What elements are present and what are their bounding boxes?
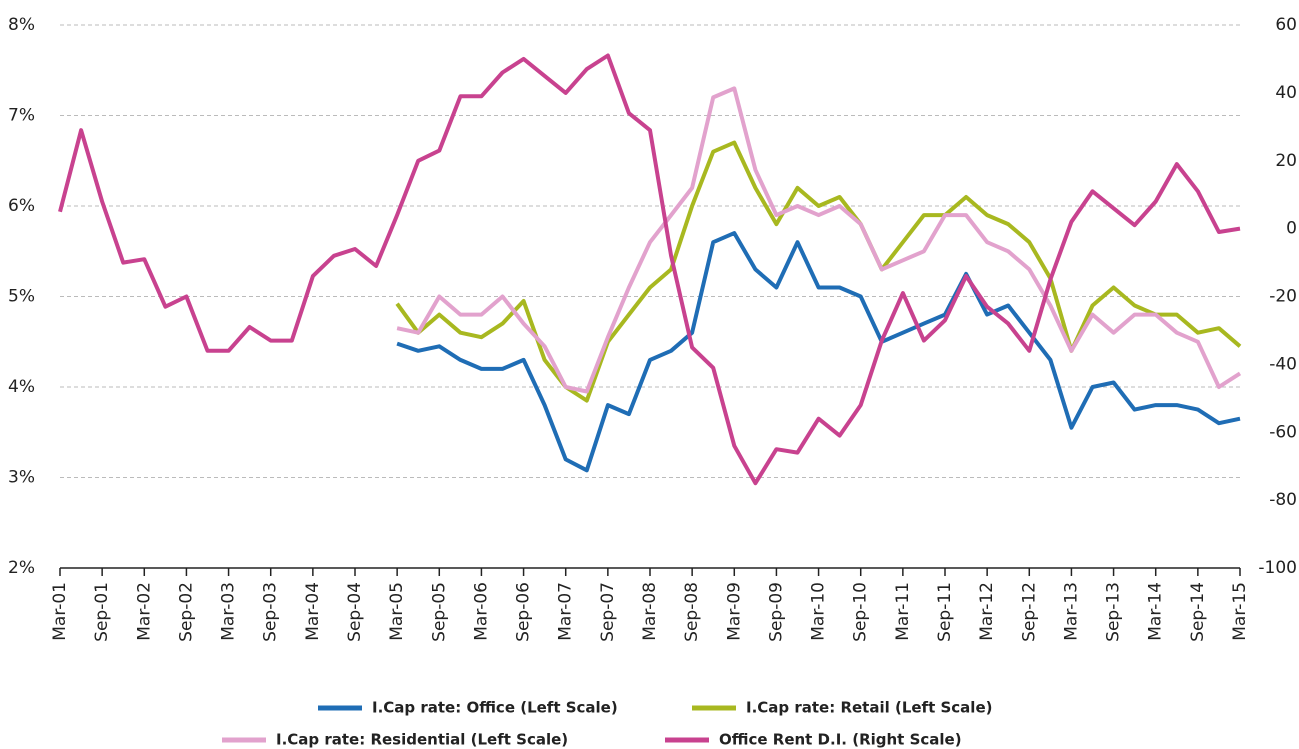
x-tick-label: Sep-13 (1104, 582, 1124, 642)
x-tick-label: Sep-06 (514, 582, 534, 642)
y2-tick-label: -40 (1269, 354, 1297, 374)
y2-tick-label: 0 (1286, 219, 1297, 239)
x-tick-label: Mar-09 (724, 582, 744, 641)
x-tick-label: Sep-07 (598, 582, 618, 642)
series-line (58, 53, 1241, 486)
y2-tick-label: -80 (1269, 490, 1297, 510)
x-tick-label: Mar-01 (50, 582, 70, 641)
x-tick-label: Mar-12 (977, 582, 997, 641)
x-tick-label: Sep-08 (682, 582, 702, 642)
x-tick-label: Mar-08 (640, 582, 660, 641)
x-tick-label: Mar-15 (1230, 582, 1250, 641)
x-tick-label: Mar-10 (809, 582, 829, 641)
x-tick-label: Sep-04 (345, 582, 365, 642)
x-tick-label: Mar-03 (219, 582, 239, 641)
y2-tick-label: 60 (1275, 15, 1297, 35)
x-tick-label: Sep-09 (766, 582, 786, 642)
legend-label: I.Cap rate: Retail (Left Scale) (746, 699, 992, 717)
y-tick-label: 8% (8, 15, 35, 35)
y2-tick-label: 20 (1275, 151, 1297, 171)
y-tick-label: 5% (8, 287, 35, 307)
y-tick-label: 3% (8, 468, 35, 488)
y2-tick-label: 40 (1275, 83, 1297, 103)
legend-label: I.Cap rate: Office (Left Scale) (372, 699, 618, 717)
y2-tick-label: -60 (1269, 422, 1297, 442)
x-tick-label: Sep-12 (1019, 582, 1039, 642)
x-tick-label: Mar-04 (303, 582, 323, 641)
legend-label: I.Cap rate: Residential (Left Scale) (276, 731, 568, 749)
x-tick-label: Sep-02 (176, 582, 196, 642)
x-tick-label: Mar-11 (893, 582, 913, 641)
y2-tick-label: -100 (1258, 558, 1297, 578)
x-tick-label: Mar-05 (387, 582, 407, 641)
x-tick-label: Mar-14 (1146, 582, 1166, 641)
x-tick-label: Mar-06 (471, 582, 491, 641)
x-tick-label: Sep-14 (1188, 582, 1208, 642)
y-tick-label: 4% (8, 377, 35, 397)
x-tick-label: Sep-01 (92, 582, 112, 642)
legend: I.Cap rate: Office (Left Scale) I.Cap rat… (222, 699, 992, 749)
y-tick-label: 7% (8, 106, 35, 126)
y2-tick-label: -20 (1269, 287, 1297, 307)
x-tick-label: Sep-11 (935, 582, 955, 642)
legend-label: Office Rent D.I. (Right Scale) (719, 731, 962, 749)
y-tick-label: 2% (8, 558, 35, 578)
x-tick-label: Mar-02 (134, 582, 154, 641)
x-tick-label: Sep-05 (429, 582, 449, 642)
series-line (396, 86, 1242, 394)
x-tick-label: Mar-13 (1061, 582, 1081, 641)
x-tick-label: Sep-03 (261, 582, 281, 642)
series-line (396, 231, 1241, 473)
y-tick-label: 6% (8, 196, 35, 216)
x-tick-label: Sep-10 (851, 582, 871, 642)
x-tick-label: Mar-07 (556, 582, 576, 641)
